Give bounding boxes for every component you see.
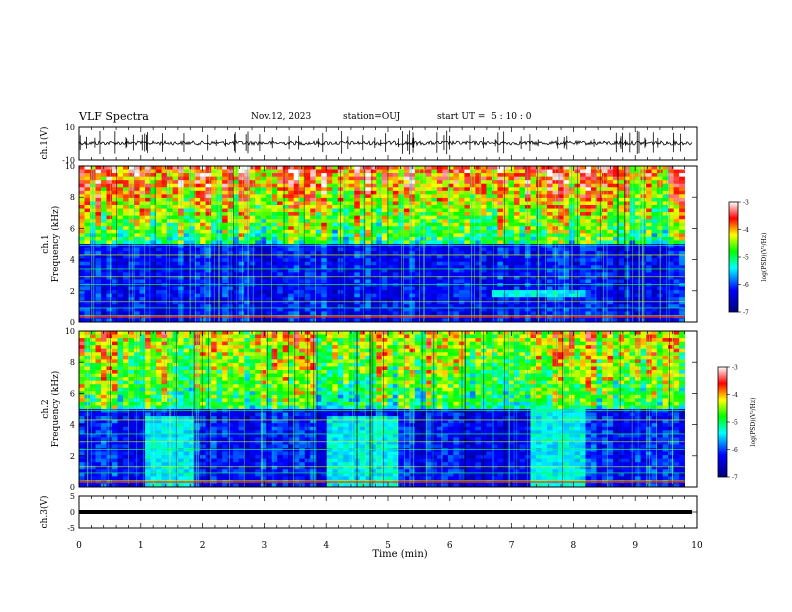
ch3-waveform-ylabel: ch.3(V)	[39, 496, 50, 529]
time-tick-label: 8	[571, 541, 577, 551]
ch2-frequency-ticks: 0 2 4 6 8 10	[65, 327, 697, 492]
y-tick-label: 6	[70, 389, 75, 398]
y-tick-label: 2	[70, 287, 75, 296]
colorbar-tick-label: -7	[732, 475, 738, 482]
y-tick-label: 4	[70, 421, 75, 430]
colorbar-tick-label: -6	[743, 282, 749, 289]
y-tick-label: 10	[65, 123, 75, 132]
time-tick-label: 9	[632, 541, 638, 551]
ch2-colorbar-label: log(PSD)(V²/Hz)	[750, 398, 757, 447]
start-time: start UT = 5 : 10 : 0	[437, 112, 532, 122]
y-tick-label: 6	[70, 224, 75, 233]
y-tick-label: 4	[70, 256, 75, 265]
time-tick-label: 6	[447, 541, 453, 551]
ch1-frequency-ylabel: Frequency (kHz)	[50, 206, 61, 283]
ch2-frequency-ylabel: Frequency (kHz)	[50, 371, 61, 448]
ch1-y-ticks: 10 -10	[62, 123, 697, 165]
colorbar-tick-label: -6	[732, 447, 738, 454]
time-tick-label: 0	[76, 541, 82, 551]
y-tick-label: 2	[70, 452, 75, 461]
colorbar-tick-label: -4	[743, 227, 749, 234]
time-tick-label: 7	[509, 541, 515, 551]
time-tick-label: 10	[691, 541, 703, 551]
y-tick-label: 0	[70, 508, 75, 517]
station-name: station=OUJ	[343, 112, 401, 122]
ch3-y-ticks: 5 0 -5	[67, 492, 697, 533]
ch1-channel-label: ch.1	[41, 234, 51, 253]
y-tick-label: 0	[70, 318, 75, 327]
ch2-spectrogram-image	[79, 331, 685, 488]
colorbar-tick-label: -5	[732, 420, 738, 427]
ch1-colorbar-label: log(PSD)(V²/Hz)	[761, 233, 768, 282]
time-tick-label: 5	[385, 541, 391, 551]
y-tick-label: 5	[70, 492, 75, 501]
ch2-spectrogram-panel: 0 2 4 6 8 10 ch.2 Frequency (kHz) -3 -4 -5 -6 -7 …	[41, 327, 757, 492]
colorbar-tick-label: -5	[743, 255, 749, 262]
time-tick-label: 1	[138, 541, 144, 551]
time-tick-label: 2	[200, 541, 206, 551]
colorbar-tick-label: -3	[732, 365, 738, 372]
y-tick-label: 10	[65, 327, 75, 336]
ch2-colorbar: -3 -4 -5 -6 -7 log(PSD)(V²/Hz)	[717, 365, 757, 482]
ch1-spectrogram-image	[79, 166, 685, 323]
y-tick-label: 8	[70, 193, 75, 202]
ch1-frequency-ticks: 0 2 4 6 8 10	[65, 162, 697, 327]
ch1-waveform-trace	[78, 130, 693, 155]
ch1-waveform-ylabel: ch.1(V)	[39, 127, 50, 160]
colorbar-tick-label: -4	[732, 392, 738, 399]
figure-title: VLF Spectra	[79, 110, 149, 123]
ch1-colorbar: -3 -4 -5 -6 -7 log(PSD)(V²/Hz)	[728, 200, 768, 317]
ch1-spectrogram-panel: 0 2 4 6 8 10 ch.1 Frequency (kHz) -3 -4 -5 -6 -7 …	[41, 162, 768, 327]
time-axis-label: Time (min)	[372, 549, 427, 560]
time-tick-label: 3	[262, 541, 268, 551]
colorbar-tick-label: -7	[743, 310, 749, 317]
y-tick-label: -5	[67, 524, 75, 533]
ch2-channel-label: ch.2	[41, 399, 51, 418]
ch3-waveform-panel: 5 0 -5 ch.3(V)	[39, 492, 698, 533]
y-tick-label: 8	[70, 358, 75, 367]
y-tick-label: -10	[62, 156, 75, 165]
colorbar-tick-label: -3	[743, 200, 749, 207]
y-tick-label: 10	[65, 162, 75, 171]
time-axis: 0 1 2 3 4 5 6 7 8 9 10	[76, 127, 703, 551]
y-tick-label: 0	[70, 483, 75, 492]
observation-date: Nov.12, 2023	[251, 112, 312, 122]
time-tick-label: 4	[323, 541, 329, 551]
